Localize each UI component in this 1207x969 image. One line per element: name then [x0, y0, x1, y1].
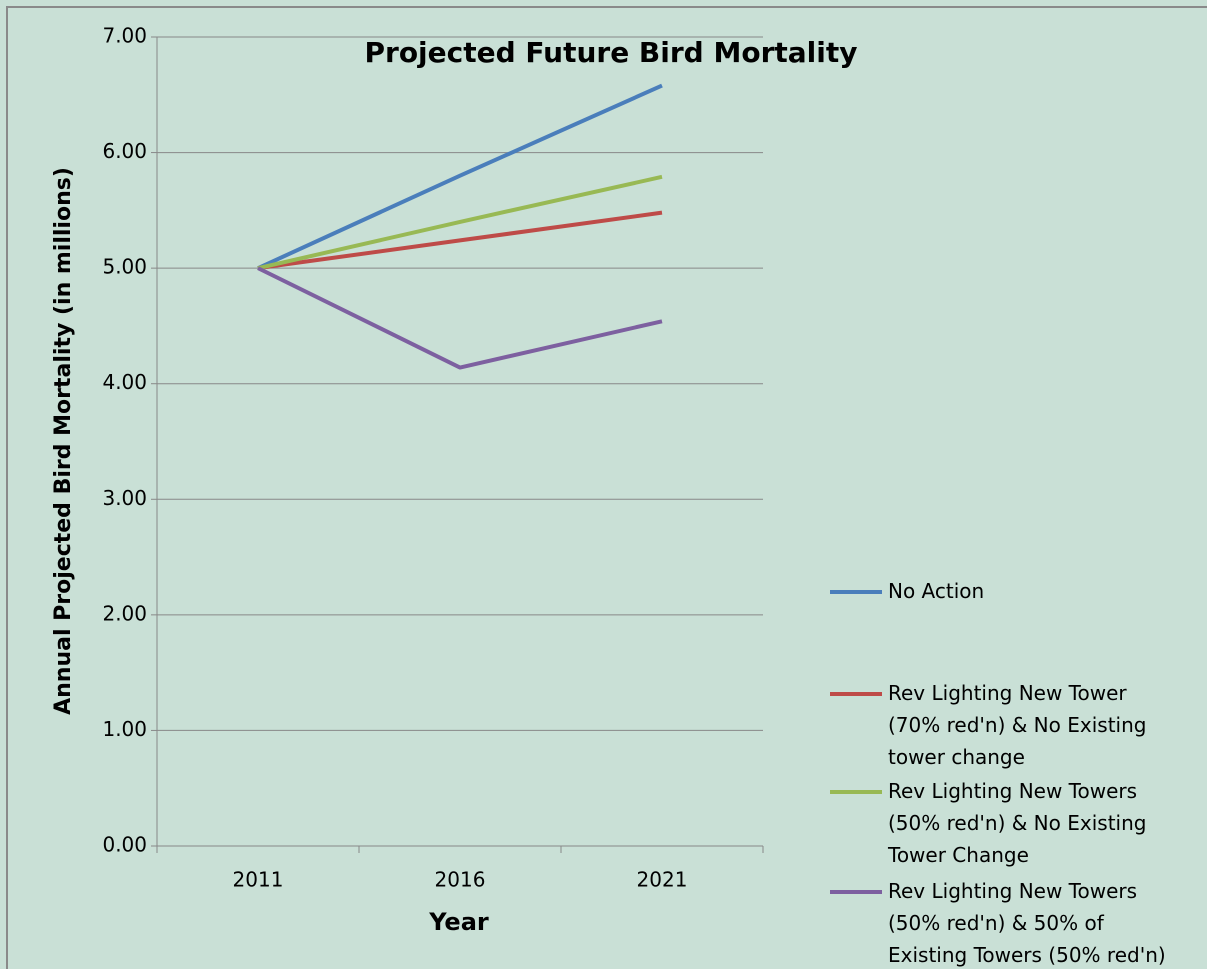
- y-tick-label: 6.00: [102, 139, 147, 163]
- y-tick-label: 2.00: [102, 601, 147, 625]
- series-line: [257, 174, 663, 271]
- x-tick-label: 2011: [233, 868, 284, 892]
- y-axis-title: Annual Projected Bird Mortality (in mill…: [51, 167, 76, 715]
- legend-swatch: [830, 692, 882, 696]
- legend-label: No Action: [888, 579, 985, 603]
- legend-item: No Action: [830, 575, 1175, 607]
- legend-label: Rev Lighting New Towers (50% red'n) & 50…: [888, 879, 1166, 967]
- series-line: [257, 83, 663, 270]
- x-tick-label: 2016: [435, 868, 486, 892]
- series-line: [257, 266, 663, 370]
- legend-item: Rev Lighting New Tower (70% red'n) & No …: [830, 677, 1175, 773]
- x-axis-title: Year: [428, 908, 489, 936]
- chart-frame: [6, 6, 1207, 969]
- legend-swatch: [830, 590, 882, 594]
- legend-item: Rev Lighting New Towers (50% red'n) & No…: [830, 775, 1175, 871]
- legend-item: Rev Lighting New Towers (50% red'n) & 50…: [830, 875, 1175, 969]
- x-tick-label: 2021: [637, 868, 688, 892]
- y-tick-label: 0.00: [102, 833, 147, 857]
- y-tick-label: 1.00: [102, 717, 147, 741]
- y-tick-label: 7.00: [102, 24, 147, 48]
- legend-swatch: [830, 790, 882, 794]
- y-tick-label: 5.00: [102, 255, 147, 279]
- legend-label: Rev Lighting New Tower (70% red'n) & No …: [888, 681, 1147, 769]
- y-tick-label: 4.00: [102, 370, 147, 394]
- series-line: [257, 210, 663, 271]
- chart-title: Projected Future Bird Mortality: [364, 36, 857, 69]
- legend-swatch: [830, 890, 882, 894]
- legend-label: Rev Lighting New Towers (50% red'n) & No…: [888, 779, 1147, 867]
- y-tick-label: 3.00: [102, 486, 147, 510]
